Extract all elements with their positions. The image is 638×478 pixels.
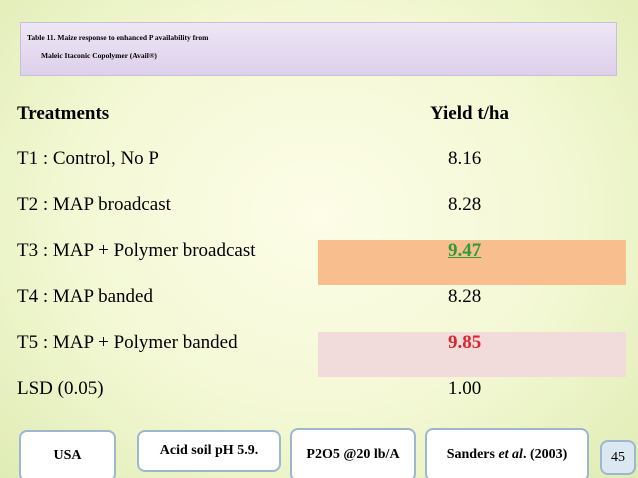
label: et al: [498, 447, 523, 462]
soil-box: Acid soil pH 5.9.: [137, 430, 281, 472]
column-header: Treatments: [17, 103, 110, 124]
label: . (2003): [522, 447, 568, 462]
treatment-cell: T3 : MAP + Polymer broadcast: [17, 240, 256, 261]
highlight: [318, 240, 626, 285]
location-box: USA: [19, 430, 116, 478]
rate-box: P2O5 @20 lb/A: [290, 428, 416, 478]
page-number: 45: [600, 440, 636, 475]
label: Sanders: [446, 447, 499, 462]
yield-cell: 8.28: [448, 286, 482, 307]
reference-box: Sanders et al. (2003): [425, 428, 589, 478]
yield-cell: 1.00: [448, 378, 482, 399]
treatment-cell: T2 : MAP broadcast: [17, 194, 171, 215]
label: 45: [611, 449, 625, 465]
yield-cell: 9.85: [448, 332, 482, 353]
column-header: Yield t/ha: [430, 103, 509, 124]
highlight: [318, 332, 626, 377]
treatment-cell: T5 : MAP + Polymer banded: [17, 332, 238, 353]
label: Acid soil pH 5.9.: [159, 443, 259, 458]
treatment-cell: T4 : MAP banded: [17, 286, 153, 307]
treatment-cell: LSD (0.05): [17, 378, 104, 399]
yield-cell: 9.47: [448, 240, 482, 261]
label: P2O5 @20 lb/A: [306, 447, 400, 462]
yield-cell: 8.28: [448, 194, 482, 215]
treatment-cell: T1 : Control, No P: [17, 148, 159, 169]
yield-cell: 8.16: [448, 148, 482, 169]
label: USA: [53, 448, 82, 463]
title-line: Maleic Itaconic Copolymer (Avail®): [41, 51, 157, 60]
title-line: Table 11. Maize response to enhanced P a…: [27, 33, 209, 42]
title-box: Table 11. Maize response to enhanced P a…: [20, 22, 617, 76]
